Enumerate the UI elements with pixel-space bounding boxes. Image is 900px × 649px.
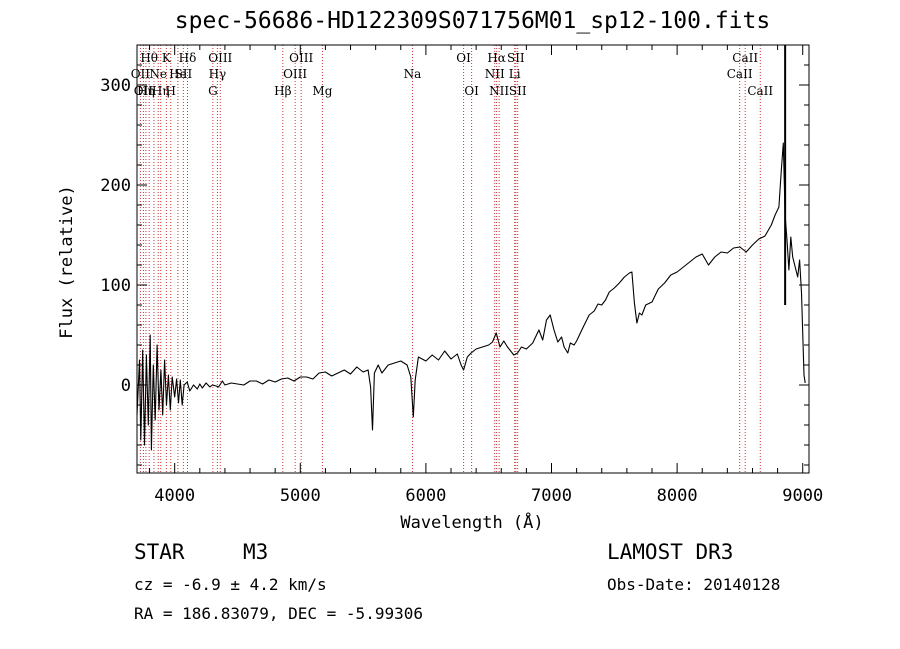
line-label: OIII — [283, 67, 307, 81]
flux-series — [136, 45, 806, 451]
line-label: CaII — [747, 84, 773, 98]
x-tick-label: 7000 — [531, 486, 572, 506]
y-tick-label: 0 — [121, 376, 131, 396]
x-axis-label: Wavelength (Å) — [400, 511, 543, 533]
y-tick-label: 200 — [100, 176, 131, 196]
line-label: Hδ — [179, 51, 197, 65]
observation-date: Obs-Date: 20140128 — [607, 575, 781, 594]
line-label: OIII — [289, 51, 313, 65]
line-label: OII — [131, 67, 151, 81]
coordinates: RA = 186.83079, DEC = -5.99306 — [134, 604, 423, 623]
class-label: STAR — [134, 540, 185, 564]
emission-line-labels: OIIOIIHηHθNeHηKHHeSIIHδGHγOIIIHβOIIIOIII… — [131, 51, 774, 98]
line-label: CaII — [732, 51, 758, 65]
line-label: G — [208, 84, 218, 98]
y-axis-label: Flux (relative) — [57, 185, 77, 339]
plot-border — [136, 44, 810, 474]
line-label: SII — [509, 84, 527, 98]
flux-line — [136, 142, 806, 451]
line-label: Na — [404, 67, 422, 81]
line-label: Hη — [137, 84, 155, 98]
axis-ticks: 4000 5000 6000 7000 8000 9000 0 100 200 300 — [100, 44, 823, 506]
line-label: Hα — [487, 51, 506, 65]
line-label: SII — [174, 67, 192, 81]
line-label: Ne — [149, 67, 167, 81]
line-label: OI — [456, 51, 471, 65]
line-label: NII — [485, 67, 505, 81]
line-label: OI — [464, 84, 479, 98]
line-label: He — [169, 67, 187, 81]
line-label: Li — [509, 67, 521, 81]
x-tick-label: 4000 — [154, 486, 195, 506]
line-label: Hη — [152, 84, 170, 98]
x-tick-label: 9000 — [782, 486, 823, 506]
y-tick-label: 300 — [100, 76, 131, 96]
survey-label: LAMOST DR3 — [607, 540, 734, 564]
chart-title: spec-56686-HD122309S071756M01_sp12-100.f… — [174, 8, 771, 34]
emission-line-markers — [139, 45, 761, 473]
line-label: Hβ — [274, 84, 291, 98]
line-label: OIII — [208, 51, 232, 65]
y-tick-label: 100 — [100, 276, 131, 296]
line-label: CaII — [727, 67, 753, 81]
line-label: NII — [489, 84, 509, 98]
x-tick-label: 8000 — [657, 486, 698, 506]
x-tick-label: 5000 — [280, 486, 321, 506]
line-label: Hγ — [209, 67, 227, 81]
line-label: Hθ — [140, 51, 158, 65]
line-label: Mg — [312, 84, 332, 98]
redshift-value: cz = -6.9 ± 4.2 km/s — [134, 575, 327, 594]
line-label: OII — [134, 84, 154, 98]
line-label: K — [162, 51, 172, 65]
plot-frame — [136, 44, 810, 474]
x-tick-label: 6000 — [405, 486, 446, 506]
line-label: H — [166, 84, 176, 98]
subclass-label: M3 — [243, 540, 269, 564]
line-label: SII — [507, 51, 525, 65]
